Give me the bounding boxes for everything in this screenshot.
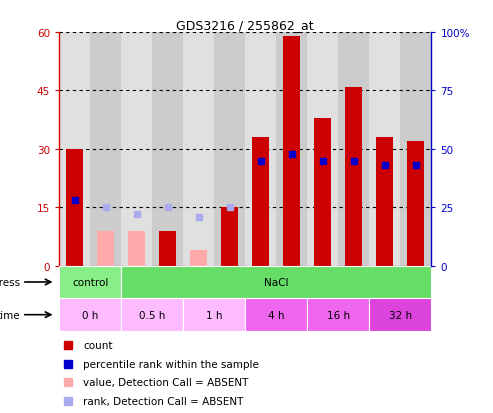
Bar xyxy=(97,231,114,266)
Bar xyxy=(221,208,238,266)
Bar xyxy=(121,266,431,299)
Bar xyxy=(307,299,369,331)
Text: 1 h: 1 h xyxy=(206,310,222,320)
Bar xyxy=(159,231,176,266)
Bar xyxy=(252,138,269,266)
Text: time: time xyxy=(0,310,20,320)
Text: percentile rank within the sample: percentile rank within the sample xyxy=(83,359,259,369)
Bar xyxy=(90,33,121,266)
Bar xyxy=(407,142,424,266)
Bar xyxy=(59,266,121,299)
Text: NaCl: NaCl xyxy=(264,277,288,287)
Bar xyxy=(338,33,369,266)
Bar xyxy=(276,33,307,266)
Text: control: control xyxy=(72,277,108,287)
Bar xyxy=(183,33,214,266)
Text: 16 h: 16 h xyxy=(327,310,350,320)
Text: 0.5 h: 0.5 h xyxy=(139,310,165,320)
Title: GDS3216 / 255862_at: GDS3216 / 255862_at xyxy=(176,19,314,32)
Text: 32 h: 32 h xyxy=(389,310,412,320)
Bar xyxy=(128,231,145,266)
Bar xyxy=(121,33,152,266)
Bar xyxy=(283,37,300,266)
Bar xyxy=(66,150,83,266)
Text: stress: stress xyxy=(0,277,20,287)
Bar xyxy=(190,250,207,266)
Text: 4 h: 4 h xyxy=(268,310,284,320)
Bar xyxy=(369,33,400,266)
Bar xyxy=(183,299,246,331)
Bar xyxy=(246,299,307,331)
Text: value, Detection Call = ABSENT: value, Detection Call = ABSENT xyxy=(83,377,249,387)
Bar xyxy=(59,33,90,266)
Bar xyxy=(246,33,276,266)
Text: 0 h: 0 h xyxy=(82,310,99,320)
Bar xyxy=(307,33,338,266)
Bar xyxy=(121,299,183,331)
Bar xyxy=(152,33,183,266)
Bar xyxy=(400,33,431,266)
Bar xyxy=(214,33,246,266)
Bar xyxy=(376,138,393,266)
Text: count: count xyxy=(83,340,113,350)
Bar xyxy=(59,299,121,331)
Bar xyxy=(314,119,331,266)
Bar xyxy=(345,88,362,266)
Bar xyxy=(369,299,431,331)
Text: rank, Detection Call = ABSENT: rank, Detection Call = ABSENT xyxy=(83,396,244,406)
